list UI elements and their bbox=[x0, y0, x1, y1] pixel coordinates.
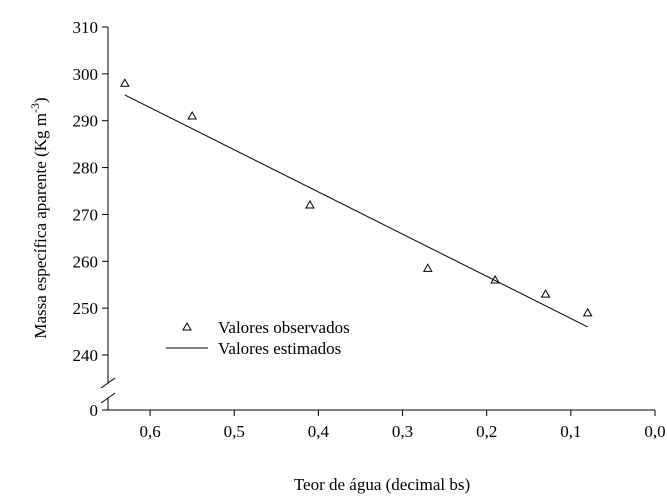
x-tick-label: 0,2 bbox=[476, 422, 497, 441]
marker bbox=[305, 200, 315, 209]
y-label-end: ) bbox=[31, 97, 50, 103]
fit-line bbox=[124, 94, 588, 328]
marker bbox=[540, 289, 551, 298]
axis-break bbox=[100, 377, 116, 389]
y-tick-label: 300 bbox=[73, 65, 99, 84]
y-tick-label: 280 bbox=[73, 159, 99, 178]
y-axis-label: Massa específica aparente (Kg m-3) bbox=[28, 97, 50, 338]
x-tick-label: 0,4 bbox=[308, 422, 330, 441]
marker bbox=[582, 307, 593, 317]
x-tick-label: 0,1 bbox=[560, 422, 581, 441]
y-tick-label: 260 bbox=[73, 252, 99, 271]
marker bbox=[422, 263, 433, 272]
marker bbox=[119, 78, 130, 87]
x-tick-label: 0,3 bbox=[392, 422, 413, 441]
y-tick-label: 290 bbox=[73, 112, 99, 131]
legend-marker bbox=[182, 321, 192, 331]
x-tick-label: 0,5 bbox=[224, 422, 245, 441]
legend-label: Valores estimados bbox=[218, 339, 341, 358]
x-tick-label: 0,0 bbox=[644, 422, 665, 441]
y-tick-label: 240 bbox=[73, 346, 99, 365]
y-label-main: Massa específica aparente (Kg m bbox=[31, 113, 50, 339]
y-tick-label: 310 bbox=[73, 18, 99, 37]
axis-break bbox=[100, 392, 116, 404]
x-axis-label: Teor de água (decimal bs) bbox=[294, 475, 470, 494]
y-label-sup: -3 bbox=[28, 103, 42, 113]
y-tick-label: 270 bbox=[73, 205, 99, 224]
y-tick-label: 0 bbox=[90, 401, 99, 420]
marker bbox=[187, 111, 198, 120]
y-tick-label: 250 bbox=[73, 299, 99, 318]
x-tick-label: 0,6 bbox=[139, 422, 160, 441]
legend-label: Valores observados bbox=[218, 318, 350, 337]
